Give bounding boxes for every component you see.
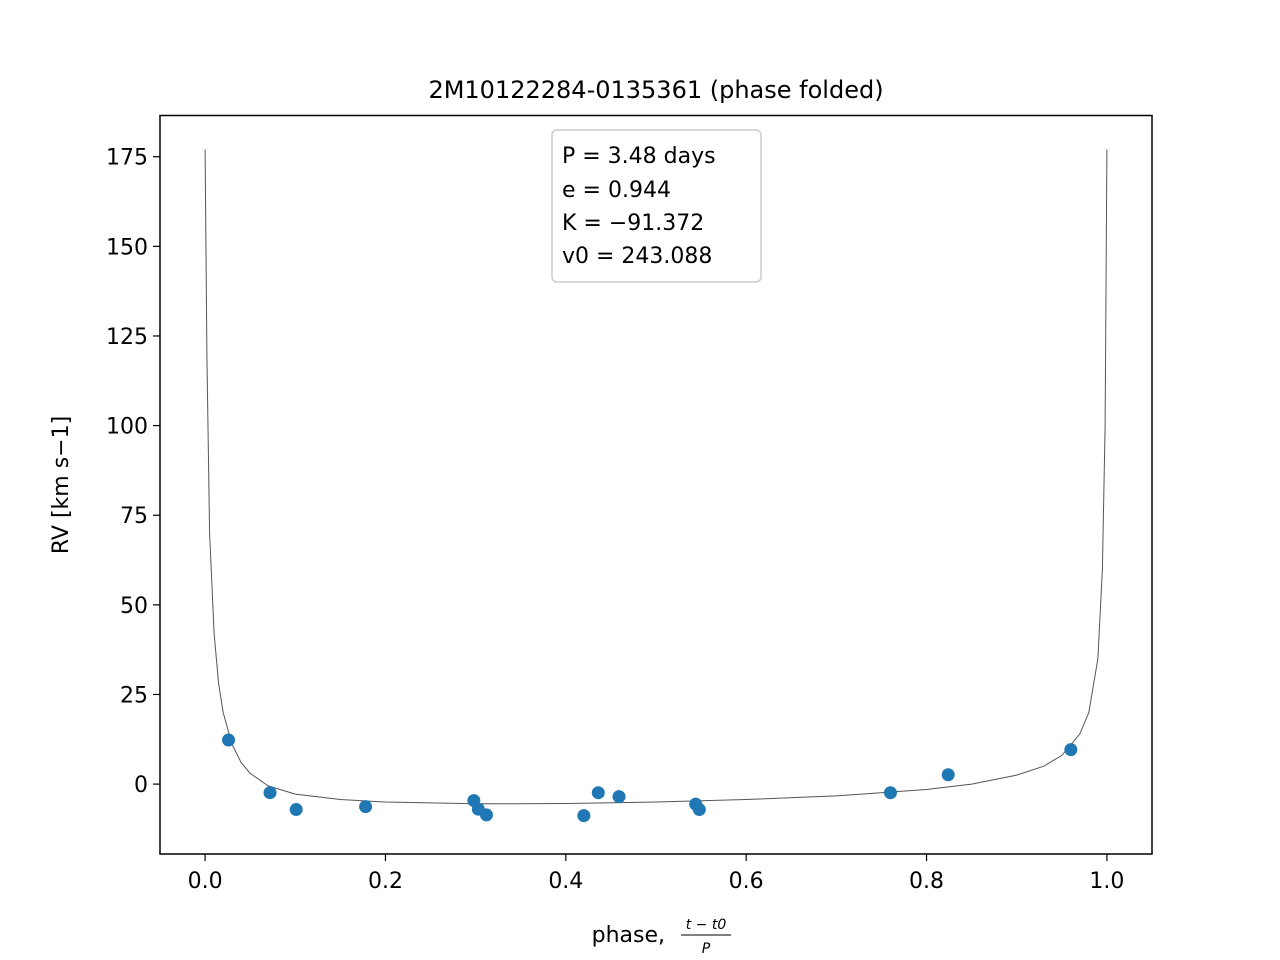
y-tick-label: 150 <box>106 235 148 260</box>
y-tick-label: 175 <box>106 146 148 171</box>
x-axis-label-denominator: P <box>702 941 711 957</box>
y-axis-label: RV [km s−1] <box>49 416 74 554</box>
x-tick-label: 0.4 <box>548 869 583 894</box>
x-tick-label: 0.0 <box>188 869 223 894</box>
data-point <box>883 786 897 800</box>
y-tick-label: 125 <box>106 325 148 350</box>
y-tick-label: 50 <box>120 594 148 619</box>
data-point <box>612 790 626 804</box>
model-curve <box>204 149 1108 805</box>
data-point <box>359 800 373 814</box>
data-point <box>1064 743 1078 757</box>
data-point <box>263 786 277 800</box>
parameter-systemic-velocity: v0 = 243.088 <box>562 244 712 269</box>
data-point <box>222 733 236 747</box>
x-axis-label: phase, t − t0 P <box>592 917 731 957</box>
parameter-semi-amplitude: K = −91.372 <box>562 211 704 236</box>
y-tick-label: 25 <box>120 683 148 708</box>
parameter-box: P = 3.48 days e = 0.944 K = −91.372 v0 =… <box>551 129 762 283</box>
data-point <box>941 768 955 782</box>
data-points <box>222 733 1078 823</box>
x-tick-label: 0.6 <box>729 869 764 894</box>
x-tick-label: 0.2 <box>368 869 403 894</box>
x-axis-ticks: 0.0 0.2 0.4 0.6 0.8 1.0 <box>188 854 1124 894</box>
data-point <box>591 786 605 800</box>
data-point <box>577 809 591 823</box>
x-tick-label: 0.8 <box>909 869 944 894</box>
x-tick-label: 1.0 <box>1089 869 1124 894</box>
plot-area <box>204 149 1108 823</box>
data-point <box>289 803 303 817</box>
parameter-eccentricity: e = 0.944 <box>562 178 671 203</box>
model-curve-line <box>204 149 1108 805</box>
data-point <box>692 803 706 817</box>
y-tick-label: 0 <box>134 773 148 798</box>
axes-frame <box>159 114 1153 855</box>
y-tick-label: 100 <box>106 415 148 440</box>
parameter-box-frame <box>551 129 762 283</box>
x-axis-label-prefix: phase, <box>592 923 672 948</box>
y-tick-label: 75 <box>120 504 148 529</box>
x-axis-label-numerator: t − t0 <box>686 917 727 933</box>
data-point <box>479 808 493 822</box>
parameter-period: P = 3.48 days <box>562 144 716 169</box>
y-axis-ticks: 0 25 50 75 100 125 150 175 <box>106 146 160 798</box>
chart-title: 2M10122284-0135361 (phase folded) <box>428 76 883 104</box>
